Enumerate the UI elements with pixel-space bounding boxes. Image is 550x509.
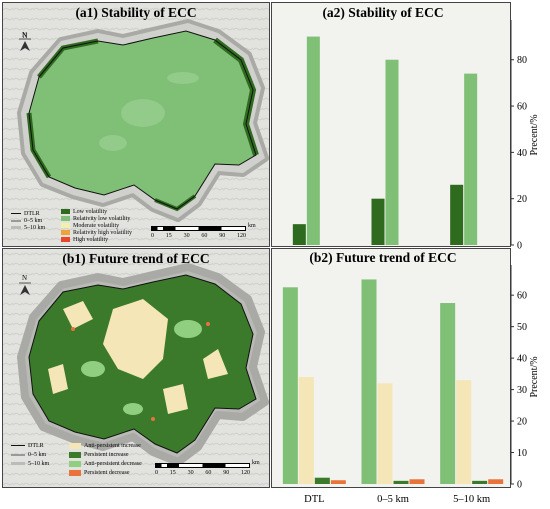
scale-tick: 0 [151,233,154,239]
scale-tick: 30 [187,470,194,476]
class-legend-label: High volatility [73,236,109,243]
y-tick-label: 40 [517,148,527,159]
y-tick-label: 80 [517,55,527,66]
scale-bar-b1: km 0 15 30 60 90 120 [155,460,267,483]
y-tick-label: 0 [517,241,522,252]
scale-tick: 120 [240,470,250,476]
y-tick-label: 30 [517,385,527,396]
map-a1: N [3,3,269,246]
scale-unit: km [252,460,260,466]
scale-tick: 90 [219,233,226,239]
class-legend-label: Moderate volatility [73,222,120,229]
y-tick-label: 10 [517,448,527,459]
buffer-legend-label: 5–10 km [28,460,50,467]
scale-tick: 30 [183,233,190,239]
y-tick-label: 20 [517,417,527,428]
class-legend-label: Persistent decrease [84,469,130,476]
scale-tick: 0 [155,470,158,476]
bar [377,383,393,484]
bar [298,377,314,484]
map-panel-b1: (b1) Future trend of ECC N DTLR 0–5 km 5… [2,248,270,488]
y-tick-label: 20 [517,194,527,205]
bar [472,480,488,484]
bar [292,224,306,245]
legend-b1: DTLR 0–5 km 5–10 km Anti-persistent incr… [11,441,171,477]
class-legend-label: Relativity low volatility [73,215,131,222]
bar [385,59,399,245]
y-tick-label: 50 [517,322,527,333]
buffer-legend-label: 0–5 km [24,217,43,224]
chart-title: (a2) Stability of ECC [322,5,443,20]
bar [330,480,346,484]
chart-title: (b2) Future trend of ECC [309,250,456,265]
bar [282,287,298,484]
class-legend-label: Relativity high volatility [73,229,132,236]
x-tick-label: 5–10 km [453,494,490,505]
bar [371,198,385,245]
y-axis-label: Precent/% [529,114,540,155]
panel-title-b1: (b1) Future trend of ECC [62,251,210,266]
svg-text:N: N [22,32,27,40]
map-b1 [3,249,269,487]
class-legend-label: Low volatility [73,208,108,215]
bar [456,380,472,484]
y-tick-label: 0 [517,480,522,491]
panel-title-a1: (a1) Stability of ECC [75,5,197,20]
class-legend-label: Persistent increase [84,451,129,458]
bar [464,73,478,245]
class-legend-label: Anti-persistent increase [84,442,141,449]
scale-tick: 90 [223,470,230,476]
bar [440,303,456,484]
x-tick-label: DTL [304,494,324,505]
buffer-legend-label: 5–10 km [24,224,46,231]
scale-tick: 15 [165,233,172,239]
bar [450,184,464,245]
scale-tick: 120 [236,233,246,239]
bar [306,36,320,245]
north-label: N [22,31,28,39]
buffer-legend-label: DTLR [24,210,40,217]
north-arrow-icon [19,282,31,295]
map-panel-a1: N (a1) Stability of ECC N DTLR 0–5 km 5–… [2,2,270,247]
scale-tick: 15 [169,470,176,476]
north-arrow-icon: N [19,32,31,51]
scale-tick: 60 [201,233,208,239]
bar [409,479,425,484]
scale-tick: 60 [205,470,212,476]
buffer-legend-label: 0–5 km [28,451,47,458]
scale-bar-a1: km 0 15 30 60 90 120 [151,223,266,246]
buffer-legend-label: DTLR [28,442,44,449]
y-tick-label: 60 [517,102,527,113]
scale-unit: km [248,223,256,229]
bar [393,480,409,484]
bar [361,279,377,484]
x-tick-label: 0–5 km [377,494,409,505]
bar [488,479,504,484]
y-tick-label: 40 [517,354,527,365]
y-tick-label: 60 [517,291,527,302]
y-axis-label: Precent/% [529,356,540,397]
north-label: N [22,274,28,282]
class-legend-label: Anti-persistent decrease [84,460,142,467]
legend-a1: DTLR 0–5 km 5–10 km Low volatility Relat… [11,208,151,246]
bar [314,477,330,484]
